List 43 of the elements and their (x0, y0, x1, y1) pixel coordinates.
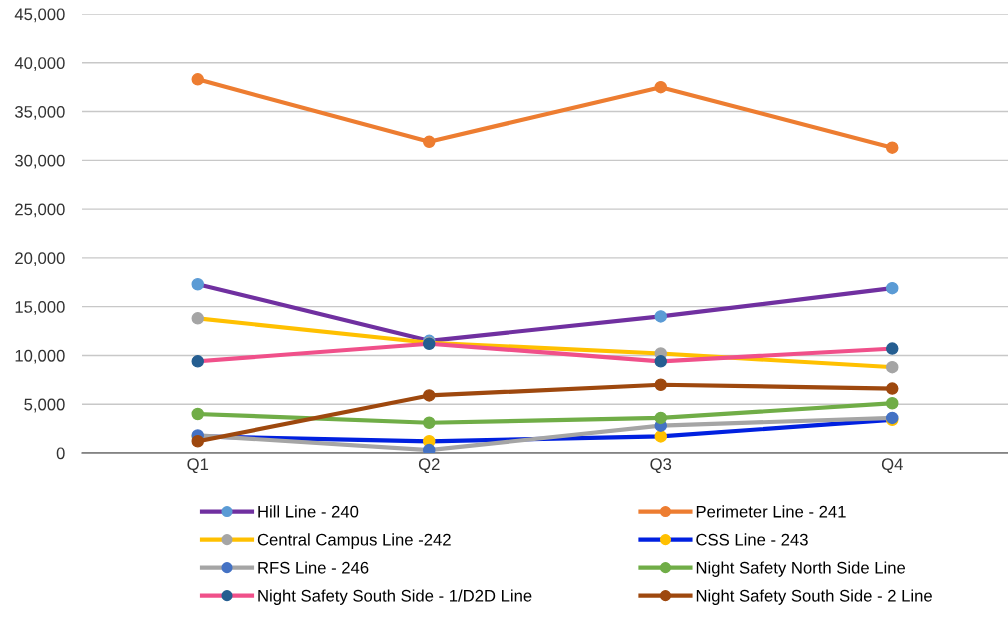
point (422, 416, 436, 430)
point (422, 135, 436, 149)
legend-label: CSS Line - 243 (696, 533, 808, 546)
point (422, 389, 436, 402)
legend-label: RFS Line - 246 (258, 561, 369, 574)
point (191, 407, 205, 421)
y-tick-label: 45,000 (14, 8, 65, 23)
x-tick-label: Q4 (881, 458, 903, 474)
point (191, 312, 205, 325)
point (885, 382, 899, 395)
point (654, 310, 668, 323)
legend-label: Central Campus Line -242 (257, 533, 451, 549)
y-tick-label: 0 (56, 447, 65, 460)
point (654, 430, 668, 443)
point (885, 281, 899, 295)
point (191, 355, 205, 368)
legend-label: Hill Line - 240 (258, 505, 359, 518)
point (654, 378, 668, 391)
y-tick-label: 40,000 (14, 57, 65, 71)
x-tick-label: Q3 (650, 458, 672, 474)
legend-label: Perimeter Line - 241 (696, 505, 846, 518)
y-tick-label: 15,000 (15, 301, 65, 315)
point (191, 277, 205, 291)
x-tick-label: Q2 (418, 458, 440, 474)
y-tick-label: 25,000 (15, 203, 65, 218)
point (191, 73, 205, 86)
legend-label: Night Safety North Side Line (696, 561, 906, 577)
point (885, 141, 899, 154)
point (885, 342, 899, 355)
point (654, 355, 668, 368)
point (654, 80, 668, 94)
y-tick-label: 35,000 (15, 105, 65, 120)
y-tick-label: 30,000 (15, 154, 65, 169)
legend-label: Night Safety South Side - 1/D2D Line (258, 589, 532, 605)
legend-label: Night Safety South Side - 2 Line (696, 589, 932, 605)
point (885, 396, 899, 410)
point (654, 411, 668, 425)
y-tick-label: 5,000 (24, 398, 65, 413)
x-tick-label: Q1 (187, 458, 209, 474)
y-tick-label: 20,000 (15, 252, 65, 267)
point (191, 435, 205, 448)
y-tick-label: 10,000 (15, 349, 65, 364)
point (885, 360, 899, 374)
